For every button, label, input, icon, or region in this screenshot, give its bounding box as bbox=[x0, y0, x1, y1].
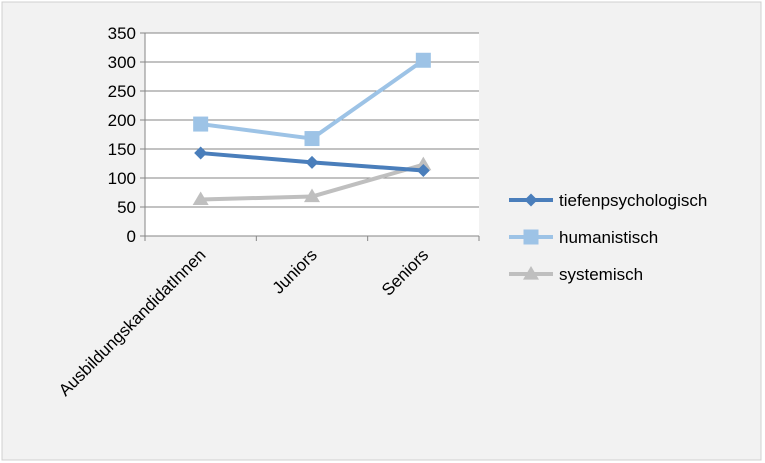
legend-marker bbox=[524, 193, 538, 207]
y-tick-label-200: 200 bbox=[108, 111, 136, 130]
point-humanistisch-0 bbox=[193, 116, 209, 132]
point-tiefenpsychologisch-1 bbox=[305, 155, 319, 169]
legend-label: humanistisch bbox=[559, 228, 658, 247]
legend-entry-tiefenpsychologisch: tiefenpsychologisch bbox=[509, 191, 707, 210]
y-tick-labels: 0 50 100 150 200 250 300 350 bbox=[108, 24, 136, 246]
series-systemisch bbox=[192, 156, 432, 206]
y-tick-label-150: 150 bbox=[108, 140, 136, 159]
y-tick-label-300: 300 bbox=[108, 53, 136, 72]
legend-label: tiefenpsychologisch bbox=[559, 191, 707, 210]
point-humanistisch-1 bbox=[304, 131, 320, 147]
y-tick-label-50: 50 bbox=[117, 198, 136, 217]
series-humanistisch bbox=[193, 52, 431, 147]
legend-entry-humanistisch: humanistisch bbox=[509, 228, 658, 247]
legend-marker bbox=[523, 229, 539, 245]
point-systemisch-0 bbox=[192, 191, 209, 206]
series-layer bbox=[192, 52, 432, 206]
axes bbox=[140, 32, 480, 241]
point-tiefenpsychologisch-2 bbox=[416, 163, 430, 177]
legend: tiefenpsychologisch humanistisch systemisc… bbox=[509, 191, 707, 284]
series-tiefenpsychologisch bbox=[194, 146, 430, 177]
point-systemisch-1 bbox=[304, 188, 320, 203]
legend-marker bbox=[523, 266, 539, 280]
point-systemisch-2 bbox=[415, 156, 432, 171]
point-tiefenpsychologisch-0 bbox=[194, 146, 208, 160]
y-tick-label-100: 100 bbox=[108, 169, 136, 188]
point-humanistisch-2 bbox=[415, 52, 431, 68]
legend-label: systemisch bbox=[559, 265, 643, 284]
legend-entry-systemisch: systemisch bbox=[509, 265, 643, 284]
y-tick-label-0: 0 bbox=[127, 227, 136, 246]
y-tick-label-250: 250 bbox=[108, 82, 136, 101]
y-tick-label-350: 350 bbox=[108, 24, 136, 43]
